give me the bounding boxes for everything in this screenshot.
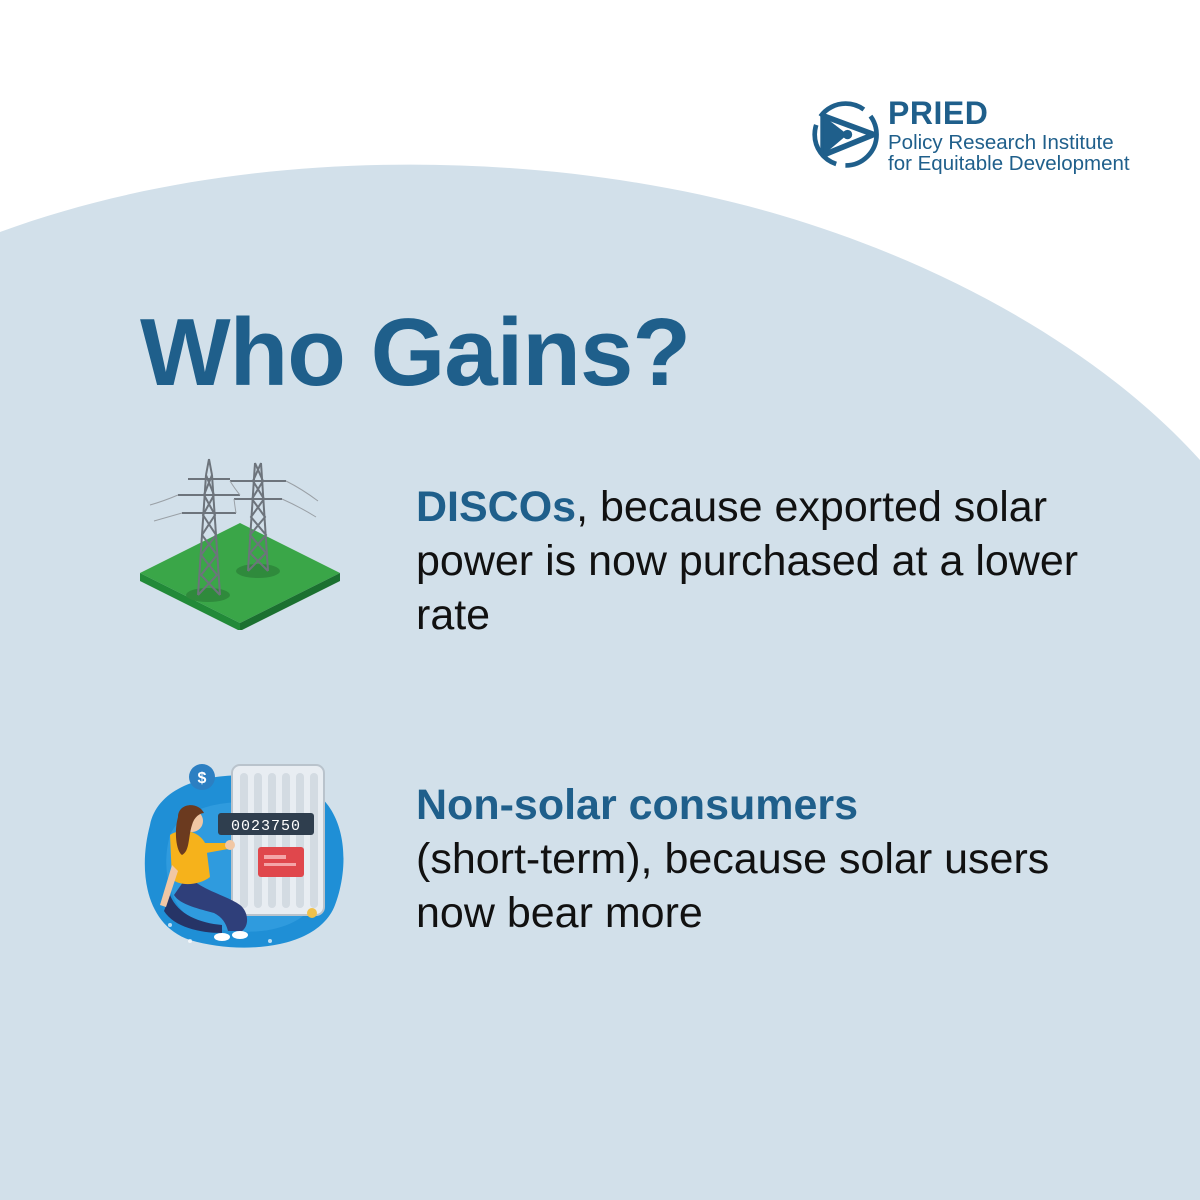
electricity-meter-woman-icon: $ 0023750 xyxy=(144,764,344,948)
gain-item-discos: DISCOs, because exported solar power is … xyxy=(416,480,1136,642)
pried-logo-mark-icon xyxy=(812,101,879,168)
svg-text:$: $ xyxy=(198,770,207,787)
logo-name: PRIED xyxy=(888,95,989,131)
page-title: Who Gains? xyxy=(140,299,691,406)
meter-reading: 0023750 xyxy=(231,818,301,835)
pried-logo: PRIED Policy Research Institute for Equi… xyxy=(810,95,1150,185)
gain-item-discos-highlight: DISCOs xyxy=(416,483,577,531)
gain-item-non-solar-consumers-highlight: Non-solar consumers xyxy=(416,781,859,829)
gain-item-non-solar-consumers: Non-solar consumers (short-term), because… xyxy=(416,778,1136,940)
gain-item-non-solar-consumers-text: (short-term), because solar users now be… xyxy=(416,835,1050,937)
gain-item-discos-text: , because exported solar power is now pu… xyxy=(416,483,1079,639)
logo-tagline-line-2: for Equitable Development xyxy=(888,152,1130,175)
transmission-towers-icon xyxy=(140,458,340,630)
logo-tagline-line-1: Policy Research Institute xyxy=(888,131,1114,154)
